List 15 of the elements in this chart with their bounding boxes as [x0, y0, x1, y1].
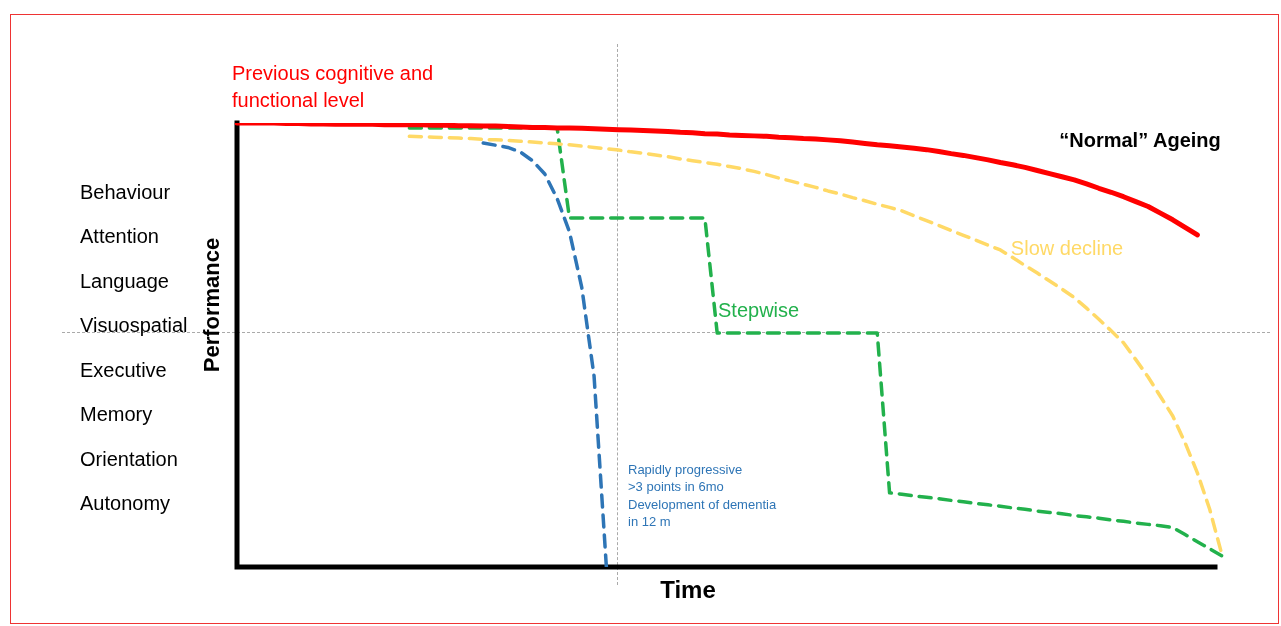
annotation: “Normal” Ageing [1059, 128, 1221, 151]
text: Executive [80, 358, 167, 381]
series-label: Rapidly progressive >3 points in 6mo Development of dementia in 12 m [628, 461, 777, 530]
y-axis-title: Performance [199, 237, 225, 373]
text: Memory [80, 403, 153, 426]
series-label: Previous cognitive and functional level [232, 61, 434, 111]
text: Behaviour [80, 180, 171, 203]
series-label: Slow decline [1010, 236, 1124, 259]
text: Language [80, 269, 169, 292]
text: Orientation [80, 447, 178, 470]
text: Visuospatial [80, 314, 188, 337]
text: Attention [80, 225, 159, 248]
text: Autonomy [80, 492, 171, 515]
x-axis-title: Time [660, 575, 716, 603]
series-label: Stepwise [718, 298, 800, 321]
